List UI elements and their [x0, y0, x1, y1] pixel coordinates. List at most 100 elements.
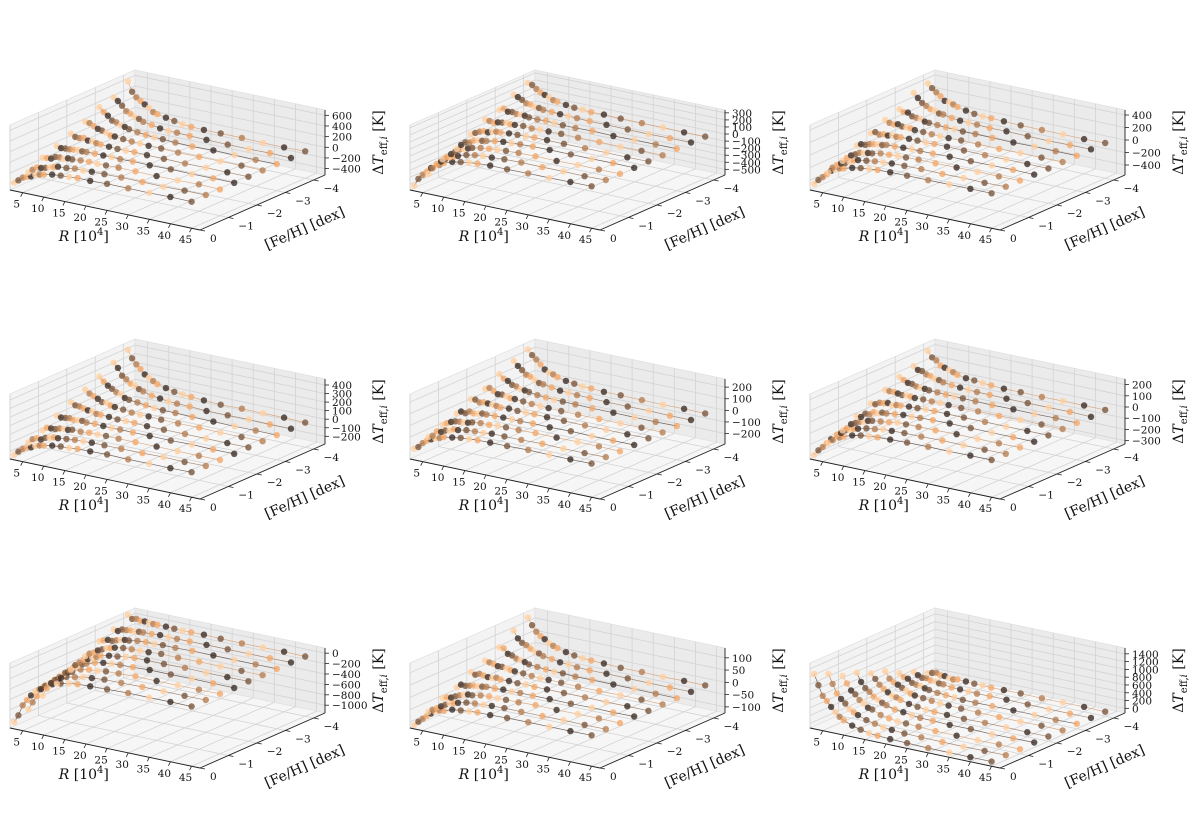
gridline-y — [523, 677, 714, 719]
data-point — [54, 435, 62, 442]
data-point — [85, 429, 93, 436]
data-point — [1038, 421, 1045, 428]
data-point — [287, 425, 295, 432]
x-tick-label: 40 — [558, 768, 571, 780]
x-tick — [83, 205, 87, 211]
data-point — [515, 699, 522, 706]
data-point — [811, 451, 818, 459]
data-point — [945, 134, 952, 142]
data-point — [115, 435, 122, 442]
data-point — [981, 719, 989, 727]
data-point — [581, 422, 589, 429]
gridline-y — [438, 446, 629, 487]
z-tick-label: 200 — [732, 382, 752, 394]
data-point — [819, 443, 826, 451]
data-point — [551, 668, 558, 675]
data-point — [167, 437, 174, 444]
data-point — [132, 439, 139, 446]
data-point — [924, 347, 932, 355]
data-point — [125, 126, 133, 133]
gridline-x — [822, 137, 948, 194]
data-point — [1017, 122, 1024, 129]
data-point — [918, 433, 925, 440]
y-tick — [1056, 473, 1062, 476]
x-tick — [168, 223, 171, 228]
gridline-x — [885, 150, 1012, 207]
data-point — [1102, 708, 1109, 715]
x-tick-label: 30 — [916, 759, 929, 771]
data-point — [105, 143, 113, 150]
data-point — [543, 137, 551, 144]
data-point — [888, 427, 895, 435]
x-tick-label: 10 — [31, 741, 44, 753]
data-point — [80, 438, 87, 445]
data-point — [1102, 406, 1109, 414]
x-tick — [41, 465, 45, 471]
data-point — [528, 622, 536, 629]
data-point — [905, 403, 913, 410]
data-point — [531, 411, 538, 418]
data-point — [931, 140, 938, 148]
data-point — [514, 131, 521, 138]
y-tick — [685, 730, 691, 732]
gridline-z — [809, 366, 936, 423]
z-tick-label: 100 — [732, 653, 752, 665]
data-point — [645, 407, 652, 414]
data-point — [167, 166, 174, 173]
data-point — [687, 416, 695, 424]
x-tick-label: 20 — [873, 750, 886, 762]
data-point — [266, 421, 274, 428]
gridline-x — [22, 137, 148, 194]
data-point — [959, 395, 966, 402]
data-point — [457, 434, 464, 442]
data-point — [125, 185, 132, 192]
data-point — [128, 355, 136, 362]
data-point — [610, 132, 617, 140]
z-axis-label-symbol: T — [371, 154, 387, 165]
panel-5: 5 10 15 20 25 30 35 40 45 0 −1 −2 −3 −4 200 100 0 −100 −20… — [400, 274, 800, 544]
x-tick-label: 5 — [813, 199, 820, 211]
gridline-x — [843, 141, 969, 198]
y-tick-label: −1 — [638, 759, 653, 771]
x-tick — [589, 228, 592, 233]
gridline-z — [409, 381, 536, 438]
data-point — [202, 191, 209, 199]
data-point — [469, 419, 476, 426]
data-point — [136, 647, 144, 654]
data-point — [866, 688, 873, 695]
data-point — [631, 414, 638, 421]
x-axis-label: R [104] — [458, 227, 509, 245]
data-point — [173, 129, 181, 136]
data-point — [929, 717, 936, 724]
data-point — [1080, 402, 1088, 409]
data-point — [188, 393, 195, 401]
data-point — [965, 688, 972, 695]
data-point — [673, 695, 680, 702]
data-point — [188, 629, 195, 636]
data-point — [131, 654, 138, 662]
x-tick — [168, 761, 171, 766]
data-point — [901, 429, 908, 437]
data-point — [139, 683, 146, 691]
z-axis-label: ΔTeff,i [K] — [1171, 110, 1190, 174]
data-point — [811, 670, 818, 678]
data-point — [266, 149, 274, 157]
y-axis-line — [599, 443, 726, 500]
x-tick — [20, 730, 24, 735]
data-point — [617, 664, 624, 671]
data-point — [827, 703, 835, 711]
x-tick — [883, 474, 887, 480]
data-point — [120, 135, 127, 143]
chart-svg: 5 10 15 20 25 30 35 40 45 0−1−2−3−4100500−50−100R… — [408, 607, 790, 792]
x-tick-label: 5 — [813, 737, 820, 749]
data-point — [972, 398, 979, 405]
z-axis-label-sub: eff, — [779, 139, 790, 155]
x-axis-label-exp: 4 — [897, 496, 903, 507]
data-point — [981, 446, 988, 453]
data-point — [40, 442, 47, 449]
z-axis-label-symbol: T — [771, 692, 787, 703]
data-point — [429, 432, 436, 439]
gridline-z — [9, 344, 136, 401]
data-point — [887, 436, 894, 443]
y-tick — [313, 448, 319, 451]
